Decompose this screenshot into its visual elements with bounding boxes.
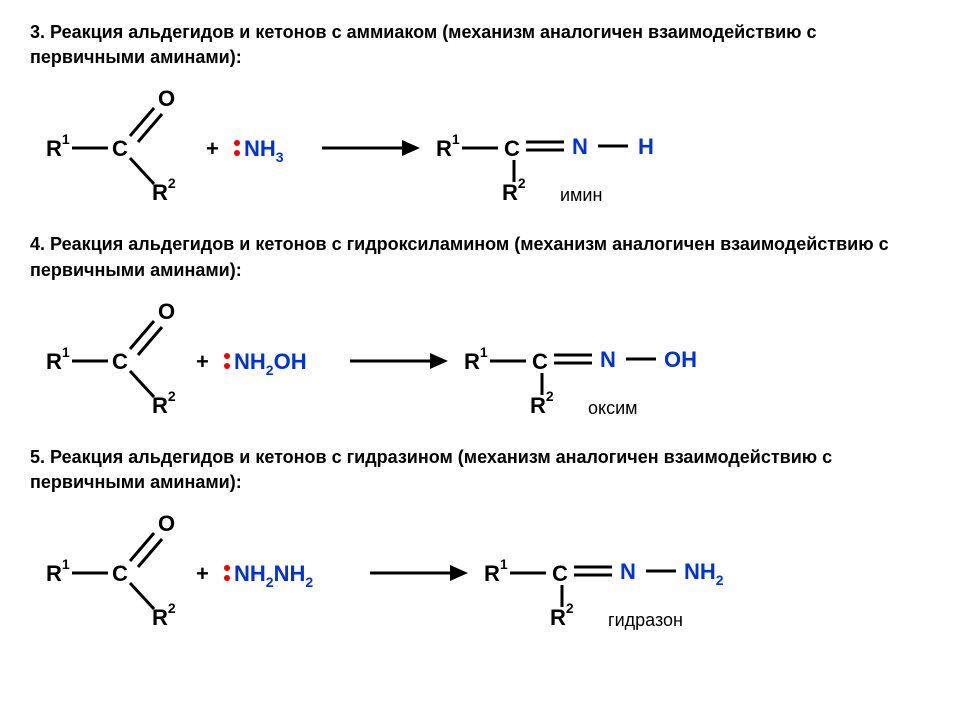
heading-hl: аммиаком: [347, 22, 438, 42]
product-label: оксим: [588, 399, 638, 417]
c-product: C: [504, 138, 520, 160]
lone-pair-dot: [224, 353, 230, 359]
r2-product: R2: [530, 395, 546, 417]
heading-pre: Реакция альдегидов и кетонов с: [50, 22, 347, 42]
r1-product: R1: [464, 351, 480, 373]
oh-product: OH: [664, 349, 697, 371]
r2-product: R2: [550, 607, 566, 629]
heading-num: 3.: [30, 22, 45, 42]
h-product: H: [638, 136, 654, 158]
section-heading-1: 3. Реакция альдегидов и кетонов с аммиак…: [30, 20, 930, 70]
c-atom: C: [112, 563, 128, 585]
plus-sign: +: [206, 138, 219, 160]
c-atom: C: [112, 138, 128, 160]
reaction-1: R1 C O R2 + NH3 R1 C N H R2 имин: [30, 88, 930, 208]
r1-atom: R1: [46, 138, 62, 160]
r1-product: R1: [436, 138, 452, 160]
c-atom: C: [112, 351, 128, 373]
reagent-nh: NH2NH2: [234, 563, 313, 585]
o-atom: O: [158, 513, 175, 535]
section-heading-3: 5. Реакция альдегидов и кетонов с гидраз…: [30, 445, 930, 495]
r2-atom: R2: [152, 395, 168, 417]
c-product: C: [532, 351, 548, 373]
c-product: C: [552, 563, 568, 585]
reaction-2: R1 C O R2 + NH2OH R1 C N OH R2 оксим: [30, 301, 930, 421]
o-atom: O: [158, 301, 175, 323]
reagent-nh: NH2OH: [234, 351, 307, 373]
heading-pre: Реакция альдегидов и кетонов с: [50, 447, 347, 467]
heading-hl: гидразином: [347, 447, 453, 467]
r2-atom: R2: [152, 607, 168, 629]
lone-pair-dot: [224, 363, 230, 369]
reagent-nh: NH3: [244, 138, 284, 160]
plus-sign: +: [196, 563, 209, 585]
reaction-3: R1 C O R2 + NH2NH2 R1 C N NH2 R2 гидразо…: [30, 513, 930, 633]
product-label: имин: [560, 186, 602, 204]
n-product: N: [620, 561, 636, 583]
heading-num: 5.: [30, 447, 45, 467]
heading-pre: Реакция альдегидов и кетонов с: [50, 234, 347, 254]
r2-atom: R2: [152, 182, 168, 204]
plus-sign: +: [196, 351, 209, 373]
nh2-product: NH2: [684, 561, 724, 583]
r1-atom: R1: [46, 351, 62, 373]
n-product: N: [572, 136, 588, 158]
r1-product: R1: [484, 563, 500, 585]
section-heading-2: 4. Реакция альдегидов и кетонов с гидрок…: [30, 232, 930, 282]
heading-hl: гидроксиламином: [347, 234, 510, 254]
product-label: гидразон: [608, 611, 683, 629]
r1-atom: R1: [46, 563, 62, 585]
n-product: N: [600, 349, 616, 371]
o-atom: O: [158, 88, 175, 110]
heading-num: 4.: [30, 234, 45, 254]
r2-product: R2: [502, 182, 518, 204]
